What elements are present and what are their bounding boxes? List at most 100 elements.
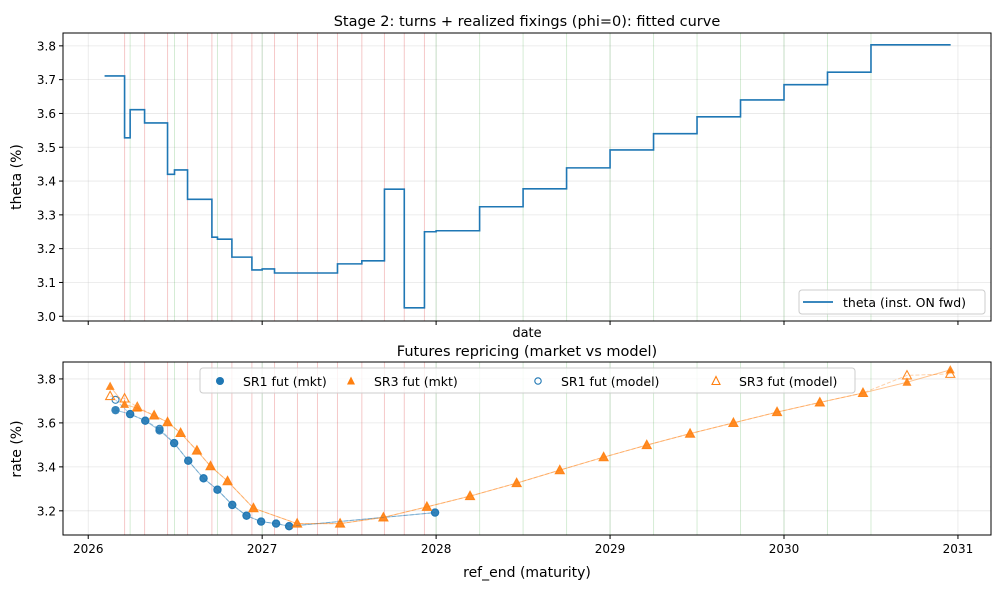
theta-step-line — [104, 44, 951, 309]
data-point — [191, 444, 203, 455]
data-point — [192, 445, 202, 455]
data-point — [149, 410, 159, 419]
data-point — [641, 439, 653, 450]
y-tick-label: 3.0 — [37, 310, 56, 324]
data-point — [901, 369, 913, 380]
data-point — [163, 417, 173, 426]
top-ylabel: theta (%) — [9, 144, 25, 210]
x-tick-label: 2026 — [73, 542, 104, 556]
data-point — [256, 517, 266, 526]
data-point — [199, 474, 208, 483]
y-tick-label: 3.8 — [37, 39, 56, 53]
data-point — [271, 519, 281, 528]
legend-label: SR1 fut (mkt) — [243, 374, 327, 389]
legend-label: SR3 fut (model) — [739, 374, 837, 389]
y-tick-label: 3.1 — [37, 276, 56, 290]
data-point — [292, 518, 302, 528]
data-point — [223, 476, 233, 485]
bottom-title: Futures repricing (market vs model) — [397, 344, 657, 360]
data-point — [727, 416, 739, 427]
series-line — [115, 399, 436, 527]
data-point — [772, 407, 782, 416]
data-point — [598, 451, 610, 462]
data-point — [511, 477, 523, 488]
y-tick-label: 3.2 — [37, 242, 56, 256]
y-tick-label: 3.4 — [37, 175, 56, 189]
data-point — [421, 500, 433, 511]
data-point — [555, 465, 565, 474]
data-point — [105, 381, 115, 390]
y-tick-label: 3.6 — [37, 416, 56, 430]
legend-frame — [199, 367, 856, 394]
legend-marker-swatch — [534, 377, 542, 385]
data-point — [685, 428, 695, 438]
data-point — [199, 474, 208, 483]
data-point — [422, 502, 432, 511]
data-point — [902, 377, 912, 386]
data-point — [111, 405, 120, 415]
data-point — [728, 418, 738, 427]
data-point — [857, 387, 869, 398]
data-point — [175, 427, 187, 438]
data-point — [815, 397, 825, 406]
axes-frame — [62, 361, 992, 536]
top-axes: 3.0 3.1 3.2 3.3 3.4 3.5 3.6 3.7 3.8 theta (inst. … — [37, 32, 992, 325]
series-line — [115, 409, 436, 527]
data-point — [228, 500, 237, 509]
data-point — [465, 491, 475, 500]
data-point — [334, 517, 346, 528]
data-point — [141, 416, 150, 425]
series-line — [110, 373, 951, 525]
data-point — [148, 409, 160, 420]
axes-frame — [62, 32, 992, 322]
data-point — [184, 456, 193, 465]
y-tick-label: 3.5 — [37, 141, 56, 155]
legend-label: SR1 fut (model) — [561, 374, 659, 389]
legend-label: theta (inst. ON fwd) — [843, 295, 966, 310]
legend-frame — [798, 289, 986, 315]
data-point — [242, 511, 251, 520]
data-point — [242, 511, 251, 520]
data-point — [257, 517, 266, 526]
data-point — [378, 512, 388, 521]
data-point — [291, 517, 303, 528]
data-point — [213, 485, 222, 494]
data-point — [684, 427, 696, 438]
legend-marker-swatch — [216, 377, 224, 385]
data-point — [814, 396, 826, 407]
data-point — [599, 452, 609, 461]
legend: theta (inst. ON fwd) — [798, 289, 986, 315]
data-point — [335, 518, 345, 528]
data-point — [222, 475, 233, 486]
data-point — [155, 424, 164, 433]
data-point — [554, 464, 566, 475]
data-point — [170, 439, 179, 448]
data-point — [119, 392, 131, 403]
data-point — [104, 390, 116, 401]
data-point — [512, 478, 522, 487]
x-tick-label: 2031 — [943, 542, 974, 556]
data-point — [184, 456, 193, 465]
top-xlabel: date — [512, 326, 541, 341]
data-point — [377, 511, 389, 522]
x-tick-label: 2030 — [769, 542, 800, 556]
y-tick-label: 3.2 — [37, 504, 56, 518]
data-point — [248, 502, 259, 513]
data-point — [132, 403, 142, 412]
data-point — [284, 522, 294, 531]
top-title: Stage 2: turns + realized fixings (phi=0… — [334, 14, 721, 30]
data-point — [464, 490, 476, 501]
data-point — [176, 428, 186, 437]
data-point — [125, 409, 135, 419]
data-point — [169, 438, 179, 448]
y-tick-label: 3.6 — [37, 107, 56, 121]
data-point — [248, 503, 258, 512]
y-tick-label: 3.7 — [37, 73, 56, 87]
legend-label: SR3 fut (mkt) — [374, 374, 458, 389]
bottom-ylabel: rate (%) — [9, 420, 25, 477]
x-tick-label: 2028 — [421, 542, 452, 556]
data-point — [272, 519, 281, 528]
data-point — [205, 460, 216, 471]
data-point — [213, 485, 222, 494]
